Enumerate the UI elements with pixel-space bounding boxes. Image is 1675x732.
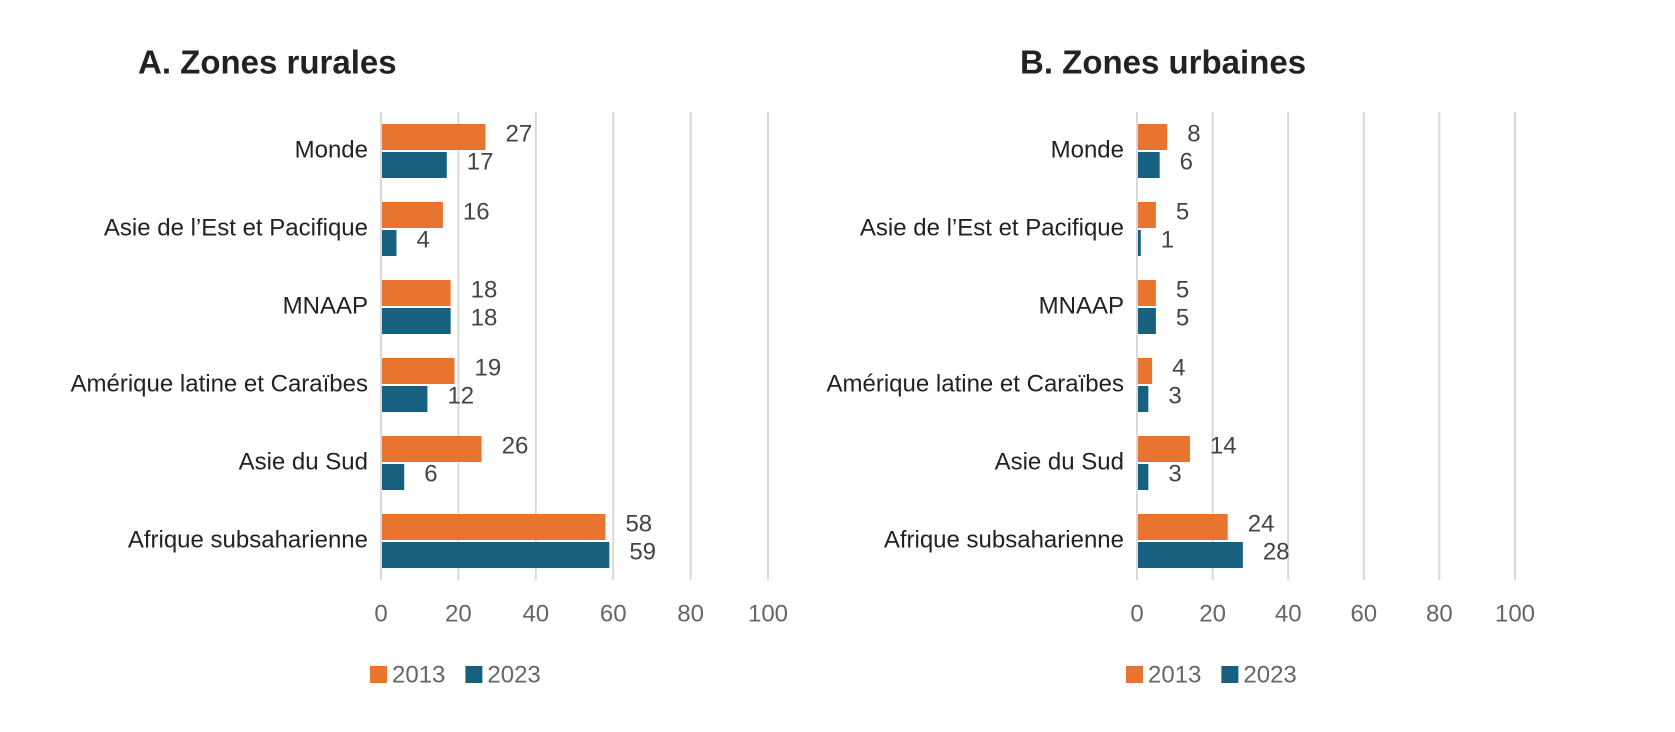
bar [1137, 280, 1156, 306]
y-tick-label: Afrique subsaharienne [128, 526, 368, 553]
bar [381, 202, 443, 228]
x-tick-label: 100 [748, 600, 788, 627]
value-label: 5 [1176, 276, 1189, 303]
chart: A. Zones rurales 0 20 40 60 80 100 Monde 27 17 Asi… [71, 44, 789, 689]
bar [381, 386, 428, 412]
value-label: 18 [471, 276, 498, 303]
chart-title: A. Zones rurales [138, 44, 397, 81]
value-label: 3 [1168, 382, 1181, 409]
x-tick-label: 60 [600, 600, 627, 627]
value-label: 16 [463, 198, 490, 225]
bar [1137, 308, 1156, 334]
y-tick-label: Asie du Sud [995, 448, 1124, 475]
legend-label: 2013 [392, 661, 445, 688]
chart-title: B. Zones urbaines [1020, 44, 1306, 81]
value-label: 6 [1180, 148, 1193, 175]
chart: B. Zones urbaines 0 20 40 60 80 100 Monde 86 Asie… [827, 44, 1536, 689]
bar [381, 124, 486, 150]
y-tick-label: Asie du Sud [239, 448, 368, 475]
x-tick-label: 60 [1350, 600, 1377, 627]
value-label: 59 [629, 538, 656, 565]
y-tick-label: Monde [1051, 136, 1124, 163]
bar [381, 280, 451, 306]
value-label: 5 [1176, 304, 1189, 331]
bar [381, 514, 606, 540]
bar [381, 436, 482, 462]
legend-swatch [465, 666, 483, 683]
value-label: 12 [447, 382, 474, 409]
value-label: 4 [416, 226, 429, 253]
bar [1137, 386, 1149, 412]
bar [1137, 152, 1160, 178]
bar [381, 542, 610, 568]
x-tick-label: 40 [1275, 600, 1302, 627]
y-tick-label: Amérique latine et Caraïbes [71, 370, 369, 397]
value-label: 27 [505, 120, 532, 147]
value-label: 1 [1161, 226, 1174, 253]
value-label: 6 [424, 460, 437, 487]
legend-swatch [1126, 666, 1143, 683]
bar [381, 358, 455, 384]
bar [1137, 230, 1141, 256]
value-label: 14 [1210, 432, 1237, 459]
x-tick-label: 100 [1495, 600, 1535, 627]
bar [381, 308, 451, 334]
bar [1137, 464, 1149, 490]
x-tick-label: 80 [1426, 600, 1453, 627]
bar [381, 230, 397, 256]
y-tick-label: Monde [295, 136, 368, 163]
y-tick-label: MNAAP [1039, 292, 1124, 319]
bar [381, 464, 405, 490]
value-label: 58 [625, 510, 652, 537]
x-tick-label: 40 [522, 600, 549, 627]
bar [1137, 436, 1190, 462]
y-tick-label: Asie de l’Est et Pacifique [104, 214, 368, 241]
value-label: 24 [1248, 510, 1275, 537]
value-label: 26 [502, 432, 529, 459]
bar [1137, 514, 1228, 540]
value-label: 17 [467, 148, 494, 175]
legend-swatch [1221, 666, 1239, 683]
x-tick-label: 0 [1130, 600, 1143, 627]
bar [1137, 124, 1168, 150]
legend-label: 2023 [487, 661, 540, 688]
value-label: 18 [471, 304, 498, 331]
y-tick-label: Afrique subsaharienne [884, 526, 1124, 553]
x-tick-label: 20 [445, 600, 472, 627]
bar [1137, 202, 1156, 228]
value-label: 3 [1168, 460, 1181, 487]
x-tick-label: 80 [677, 600, 704, 627]
legend-label: 2013 [1148, 661, 1201, 688]
value-label: 8 [1187, 120, 1200, 147]
bar [381, 152, 447, 178]
value-label: 5 [1176, 198, 1189, 225]
y-tick-label: Amérique latine et Caraïbes [827, 370, 1125, 397]
value-label: 19 [475, 354, 502, 381]
x-tick-label: 20 [1199, 600, 1226, 627]
legend-swatch [370, 666, 387, 683]
y-tick-label: Asie de l’Est et Pacifique [860, 214, 1124, 241]
bar [1137, 542, 1243, 568]
x-tick-label: 0 [374, 600, 387, 627]
value-label: 4 [1172, 354, 1185, 381]
y-tick-label: MNAAP [283, 292, 368, 319]
legend-label: 2023 [1243, 661, 1296, 688]
value-label: 28 [1263, 538, 1290, 565]
bar [1137, 358, 1153, 384]
